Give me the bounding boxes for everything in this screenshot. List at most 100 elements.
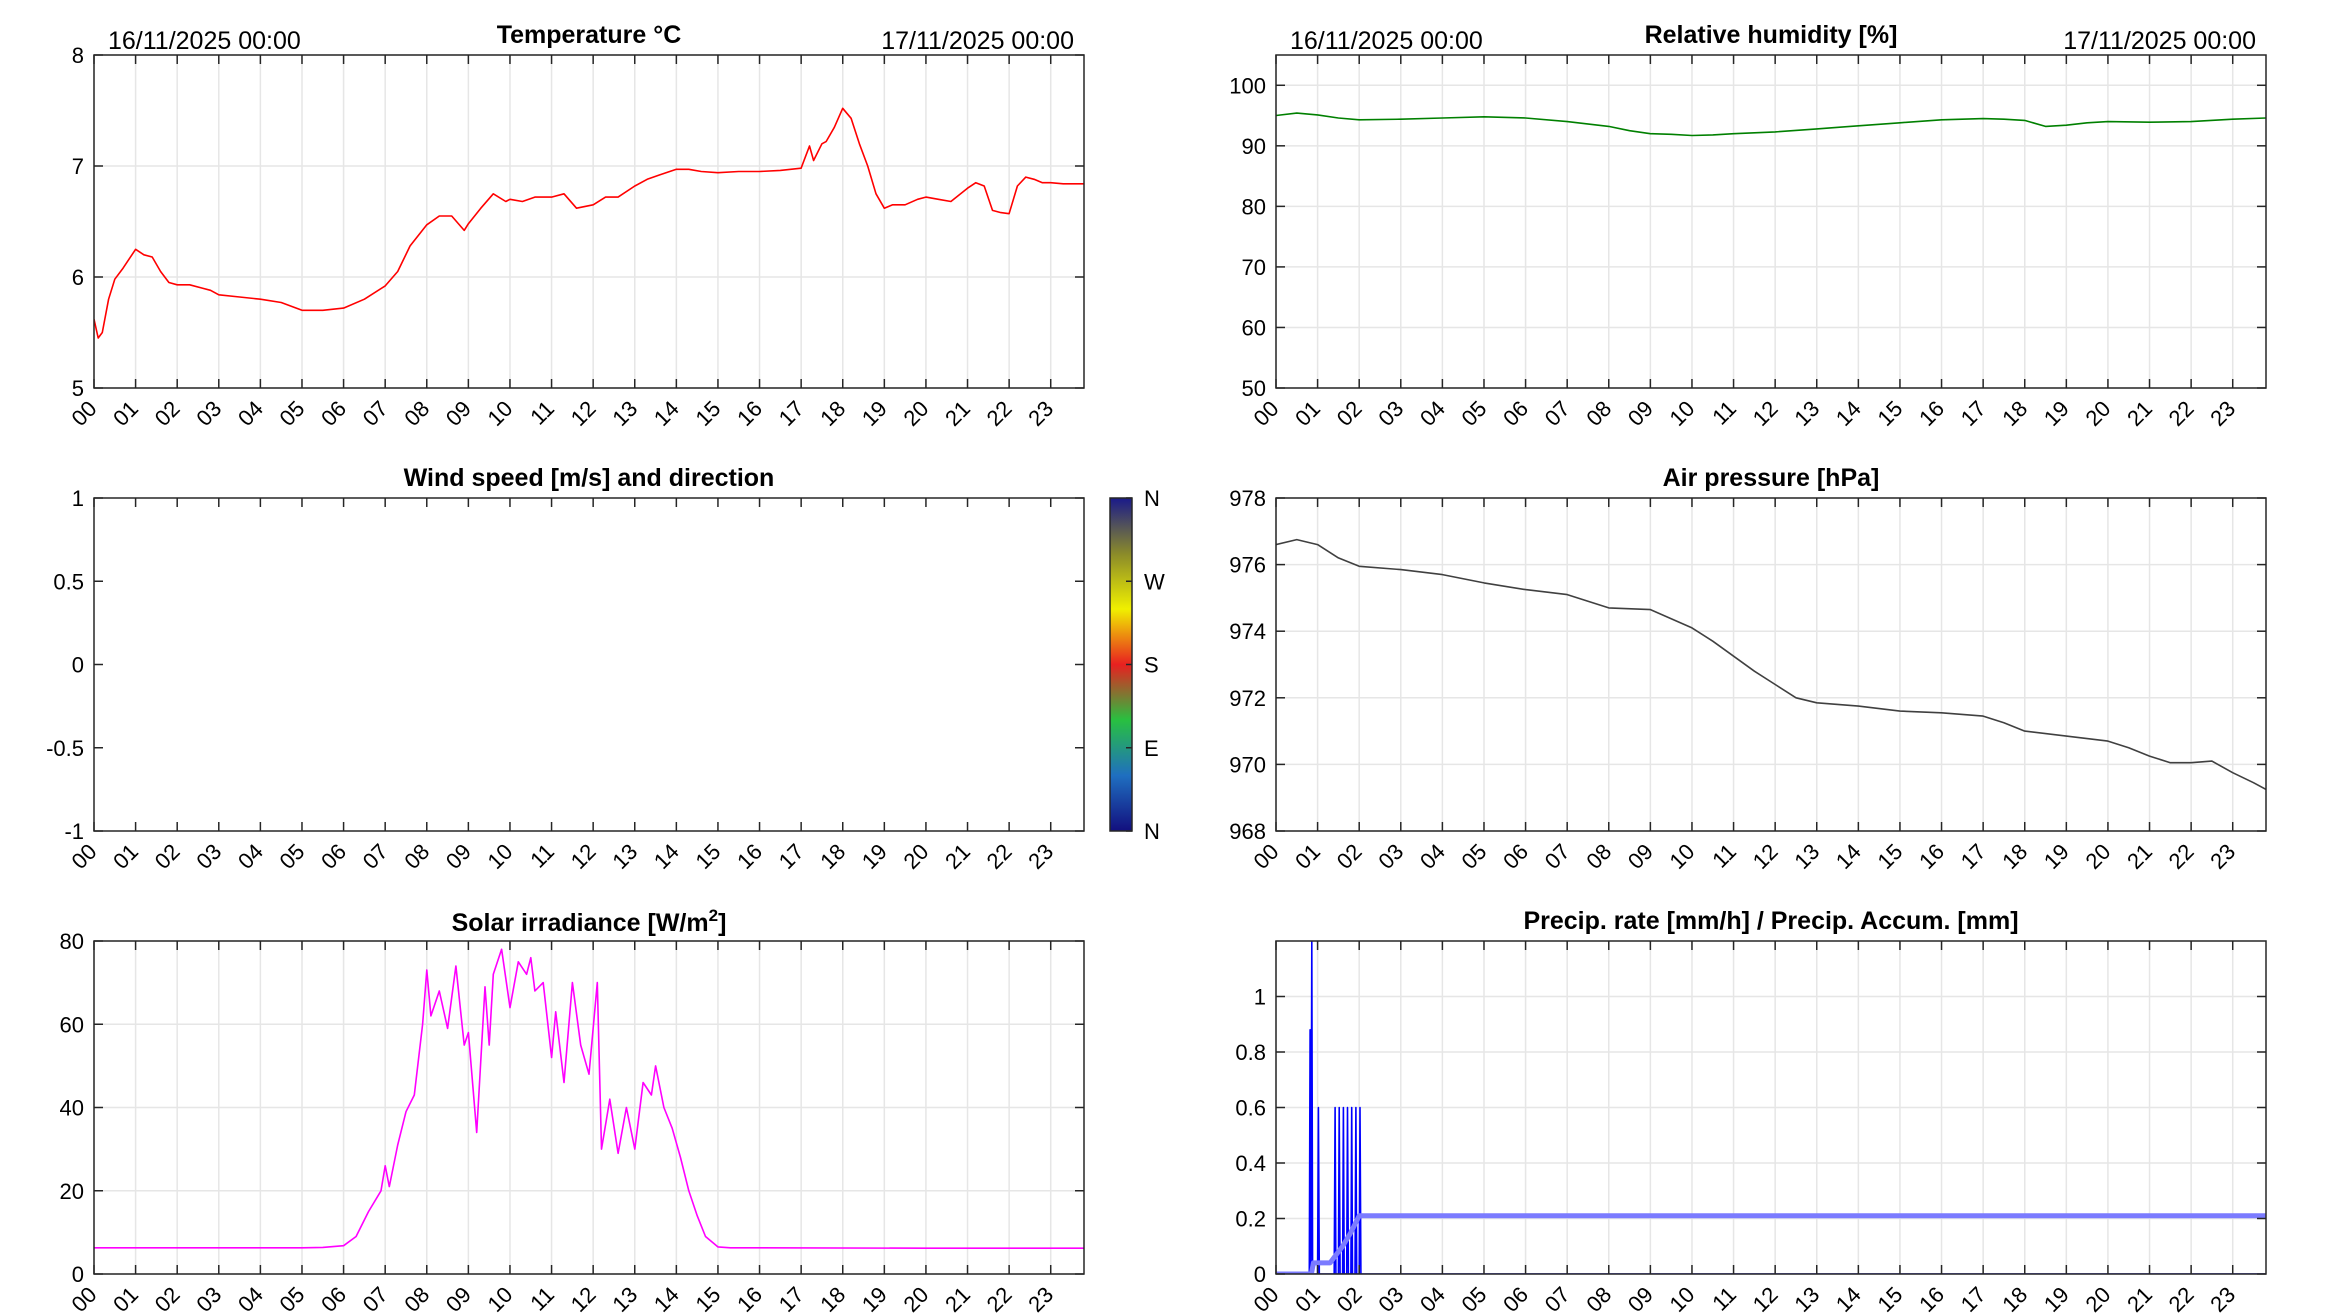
precip-y-tick-label: 0.4 [1235,1151,1266,1176]
pressure-x-tick-label: 20 [2080,839,2115,874]
humidity-y-tick-label: 50 [1242,376,1266,401]
humidity-axes-frame [1275,54,2267,389]
pressure-x-tick-label: 18 [1997,839,2032,874]
solar-x-tick-label: 09 [441,1282,476,1313]
wind-x-tick-label: 17 [774,839,809,874]
wind-x-tick-label: 22 [982,839,1017,874]
temperature-x-tick-label: 07 [358,396,393,431]
solar-chart: 00 01 02 03 04 05 06 07 08 09 10 11 12 13 14 15 16 17 18 19… [60,906,1085,1313]
pressure-y-tick-label: 976 [1229,553,1266,578]
wind-y-tick-label: -0.5 [46,736,84,761]
solar-x-tick-label: 03 [191,1282,226,1313]
precip-y-tick-label: 0 [1254,1262,1266,1287]
wind-y-tick-label: 0 [72,653,84,678]
precip-x-tick-label: 22 [2164,1282,2199,1313]
wind-x-tick-label: 13 [607,839,642,874]
precip-x-tick-label: 10 [1665,1282,1700,1313]
pressure-x-tick-label: 08 [1581,839,1616,874]
temperature-y-tick-label: 6 [72,265,84,290]
precip-x-tick-label: 03 [1373,1282,1408,1313]
solar-x-tick-label: 05 [275,1282,310,1313]
precip-x-tick-label: 15 [1872,1282,1907,1313]
solar-x-tick-label: 08 [399,1282,434,1313]
precip-x-tick-label: 23 [2205,1282,2240,1313]
colorbar-label: W [1144,569,1165,594]
humidity-x-tick-label: 07 [1540,396,1575,431]
temperature-x-tick-label: 12 [566,396,601,431]
wind-x-tick-label: 07 [358,839,393,874]
humidity-date-start: 16/11/2025 00:00 [1290,27,1483,55]
solar-x-tick-label: 19 [857,1282,892,1313]
precip-x-tick-label: 17 [1956,1282,1991,1313]
precip-x-tick-label: 12 [1748,1282,1783,1313]
humidity-date-end: 17/11/2025 00:00 [2063,27,2256,55]
solar-series-line-0 [94,948,1084,1249]
temperature-x-tick-label: 18 [815,396,850,431]
precip-x-tick-label: 09 [1623,1282,1658,1313]
temperature-chart: 00 01 02 03 04 05 06 07 08 09 10 11 12 13 14 15 16 17 18 19… [67,21,1085,431]
wind-y-tick-label: 1 [72,486,84,511]
wind-x-tick-label: 20 [898,839,933,874]
humidity-x-tick-label: 02 [1332,396,1367,431]
precip-series-line-1 [1276,1213,2266,1274]
pressure-x-tick-label: 03 [1373,839,1408,874]
wind-x-tick-label: 00 [67,839,102,874]
humidity-x-tick-label: 06 [1498,396,1533,431]
solar-x-tick-label: 22 [982,1282,1017,1313]
precip-x-tick-label: 11 [1707,1282,1741,1313]
humidity-x-tick-label: 03 [1373,396,1408,431]
humidity-x-tick-label: 10 [1665,396,1700,431]
temperature-x-tick-label: 08 [399,396,434,431]
wind-x-tick-label: 12 [566,839,601,874]
solar-x-tick-label: 04 [233,1282,268,1313]
humidity-x-tick-label: 11 [1707,396,1741,430]
pressure-x-tick-label: 11 [1707,839,1741,873]
pressure-x-tick-label: 22 [2164,839,2199,874]
solar-y-tick-label: 20 [60,1179,84,1204]
precip-x-tick-label: 21 [2122,1282,2157,1313]
solar-x-tick-label: 17 [774,1282,809,1313]
humidity-x-tick-label: 13 [1789,396,1824,431]
precip-y-tick-label: 0.6 [1235,1096,1266,1121]
temperature-x-tick-label: 23 [1023,396,1058,431]
temperature-x-tick-label: 03 [191,396,226,431]
humidity-x-tick-label: 19 [2039,396,2074,431]
temperature-x-tick-label: 17 [774,396,809,431]
pressure-y-tick-label: 970 [1229,752,1266,777]
wind-title: Wind speed [m/s] and direction [404,464,775,492]
wind-x-tick-label: 11 [525,839,559,873]
colorbar-label: S [1144,653,1159,678]
humidity-y-tick-label: 70 [1242,255,1266,280]
temperature-x-tick-label: 15 [690,396,725,431]
precip-x-tick-label: 13 [1789,1282,1824,1313]
pressure-x-tick-label: 16 [1914,839,1949,874]
humidity-series-line-0 [1276,112,2266,137]
colorbar-label: N [1144,819,1160,844]
pressure-y-tick-label: 972 [1229,686,1266,711]
solar-x-tick-label: 01 [108,1282,143,1313]
pressure-chart: 00 01 02 03 04 05 06 07 08 09 10 11 12 13 14 15 16 17 18 19… [1229,464,2267,874]
precip-x-tick-label: 08 [1581,1282,1616,1313]
solar-x-tick-label: 13 [607,1282,642,1313]
precip-x-tick-label: 05 [1457,1282,1492,1313]
wind-x-tick-label: 04 [233,839,268,874]
humidity-chart: 00 01 02 03 04 05 06 07 08 09 10 11 12 13 14 15 16 17 18 19… [1229,21,2267,431]
temperature-x-tick-label: 06 [316,396,351,431]
humidity-title: Relative humidity [%] [1645,21,1898,49]
temperature-y-tick-label: 8 [72,43,84,68]
wind-y-tick-label: 0.5 [53,569,84,594]
pressure-y-tick-label: 974 [1229,619,1266,644]
wind-x-tick-label: 09 [441,839,476,874]
precip-title: Precip. rate [mm/h] / Precip. Accum. [mm… [1523,907,2018,935]
precip-x-tick-label: 02 [1332,1282,1367,1313]
precip-chart: 00 01 02 03 04 05 06 07 08 09 10 11 12 13 14 15 16 17 18 19… [1235,907,2267,1313]
colorbar-label: N [1144,486,1160,511]
solar-x-tick-label: 23 [1023,1282,1058,1313]
pressure-x-tick-label: 01 [1290,839,1325,874]
temperature-axes-frame [93,54,1085,389]
temperature-x-tick-label: 05 [275,396,310,431]
wind-x-tick-label: 02 [150,839,185,874]
humidity-x-tick-label: 14 [1831,396,1866,431]
pressure-x-tick-label: 06 [1498,839,1533,874]
solar-x-tick-label: 07 [358,1282,393,1313]
